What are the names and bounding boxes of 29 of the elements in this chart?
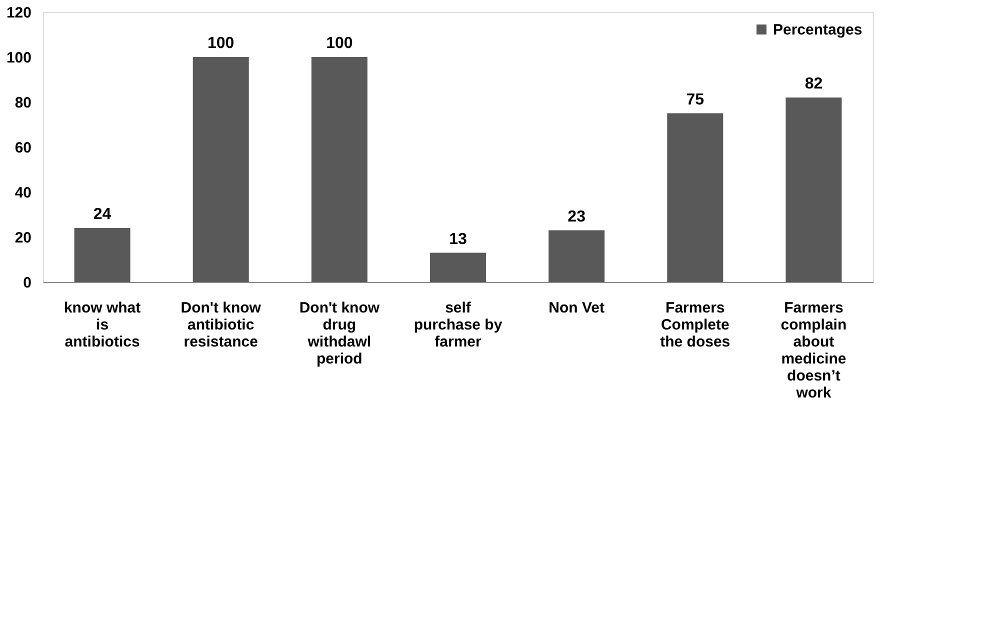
y-tick-label: 40 <box>14 184 32 202</box>
data-label: 24 <box>93 206 112 223</box>
x-tick-label: self purchase by farmer <box>414 300 503 350</box>
y-tick-label: 120 <box>6 4 32 22</box>
data-label: 100 <box>208 35 234 52</box>
y-tick-label: 0 <box>23 274 32 292</box>
x-tick-label: Non Vet <box>548 300 604 316</box>
x-tick-label: know what is antibiotics <box>64 300 141 350</box>
x-tick-label: Farmers complain about medicine doesn’t work <box>780 300 847 402</box>
y-tick-label: 100 <box>6 50 32 66</box>
bar <box>667 113 724 282</box>
y-tick-label: 20 <box>14 230 32 246</box>
y-tick-label: 80 <box>14 94 32 112</box>
bar <box>192 57 249 282</box>
data-label: 75 <box>686 91 704 108</box>
data-label: 23 <box>568 208 586 226</box>
x-tick-label: Don't know antibiotic resistance <box>180 300 262 350</box>
data-label: 100 <box>326 35 353 52</box>
y-tick-label: 60 <box>14 140 32 156</box>
bar <box>430 252 486 282</box>
legend-label: Percentages <box>773 22 862 38</box>
bar <box>311 57 368 282</box>
bar <box>74 228 130 282</box>
bar <box>548 230 605 282</box>
data-label: 13 <box>449 230 467 248</box>
bar <box>786 98 842 282</box>
x-tick-label: Farmers Complete the doses <box>660 300 730 350</box>
data-label: 82 <box>804 76 823 92</box>
x-tick-label: Don't know drug withdawl period <box>299 300 380 368</box>
